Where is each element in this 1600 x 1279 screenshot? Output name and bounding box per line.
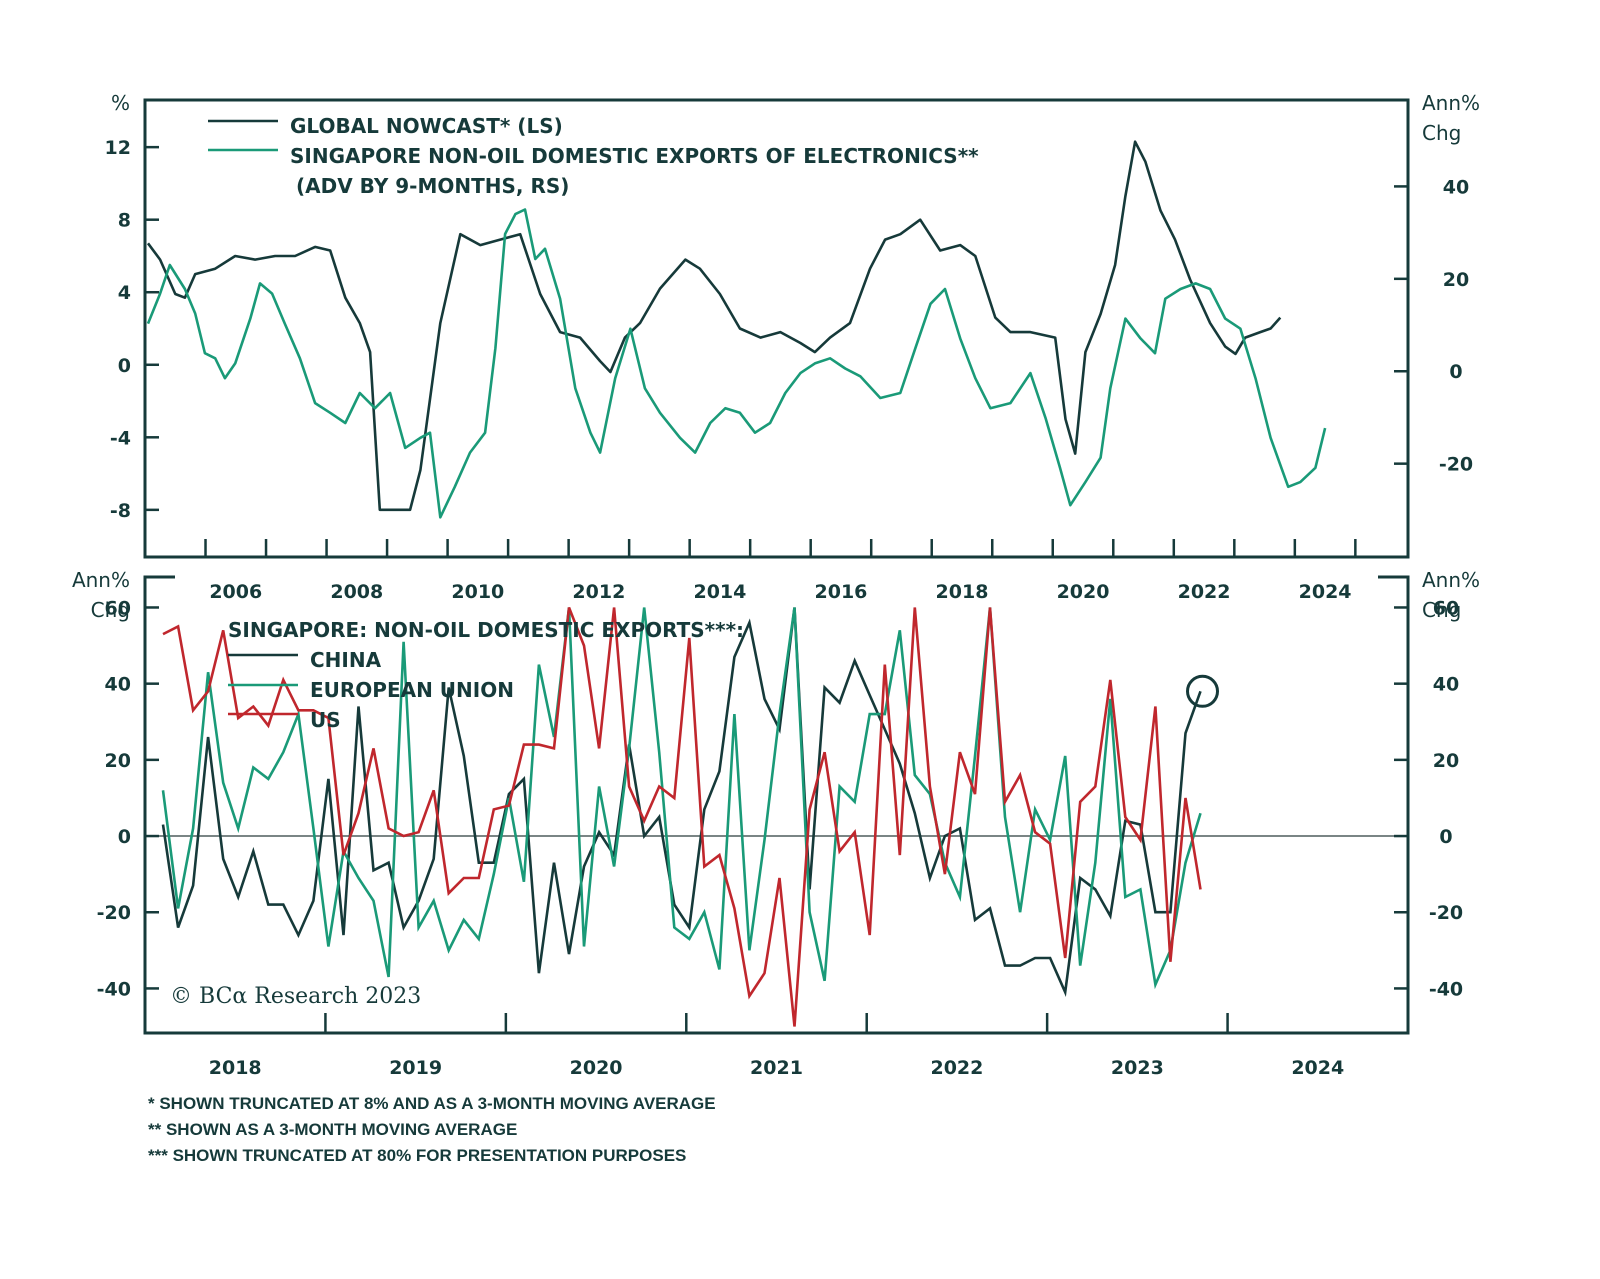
bottom-left-tick-label: -40: [97, 978, 131, 1000]
top-right-tick-label: 20: [1443, 269, 1469, 291]
bottom-series-lines: [161, 607, 1202, 1027]
bottom-right-axis-unit-line1: Ann%: [1422, 568, 1480, 592]
top-left-axis-unit: %: [111, 91, 130, 115]
top-x-tick-label: 2014: [693, 581, 746, 603]
top-right-axis-unit-line1: Ann%: [1422, 91, 1480, 115]
bottom-x-tick-label: 2019: [389, 1057, 442, 1079]
top-panel: -8 -4 0 4 8 12 -20 0 20 40 2006 2008 2010 2012 2014 201…: [105, 91, 1481, 603]
bottom-right-tick-label: 60: [1433, 597, 1459, 619]
top-x-tick-label: 2012: [572, 581, 625, 603]
footnote-1: * SHOWN TRUNCATED AT 8% AND AS A 3-MONTH…: [148, 1094, 716, 1113]
top-plot-frame: [143, 98, 1410, 559]
top-right-axis-unit-line2: Chg: [1422, 121, 1461, 145]
bottom-x-tick-label: 2022: [930, 1057, 983, 1079]
series-line-nowcast: [146, 140, 1282, 512]
legend-label-us: US: [310, 708, 341, 732]
bottom-left-tick-label: 20: [105, 750, 131, 772]
bottom-right-tick-label: 20: [1433, 750, 1459, 772]
top-x-tick-label: 2010: [451, 581, 504, 603]
top-x-tick-label: 2022: [1178, 581, 1231, 603]
legend-label-singapore: SINGAPORE NON-OIL DOMESTIC EXPORTS OF EL…: [290, 144, 979, 168]
bottom-frame-path: [143, 575, 1410, 1035]
bottom-x-tick-label: 2018: [209, 1057, 262, 1079]
footnote-2: ** SHOWN AS A 3-MONTH MOVING AVERAGE: [148, 1120, 518, 1139]
top-left-tick-label: 4: [118, 282, 131, 304]
top-x-tick-label: 2008: [330, 581, 383, 603]
top-right-tick-label: 0: [1449, 361, 1462, 383]
top-x-tick-label: 2024: [1299, 581, 1352, 603]
bottom-left-tick-label: 60: [105, 597, 131, 619]
legend-label-china: CHINA: [310, 648, 382, 672]
top-left-tick-label: 12: [105, 137, 131, 159]
series-line-us: [162, 607, 1202, 1027]
top-right-tick-label: 40: [1443, 176, 1469, 198]
bottom-left-axis-unit-line2: Chg: [91, 598, 130, 622]
bottom-right-tick-label: 40: [1433, 674, 1459, 696]
bottom-left-tick-label: -20: [97, 902, 131, 924]
bottom-x-tick-label: 2020: [570, 1057, 623, 1079]
footnote-3: *** SHOWN TRUNCATED AT 80% FOR PRESENTAT…: [148, 1146, 687, 1165]
top-left-tick-label: 0: [118, 355, 131, 377]
bottom-right-tick-label: -20: [1429, 902, 1463, 924]
series-line-singapore: [146, 208, 1327, 519]
top-axis-ticks: -8 -4 0 4 8 12 -20 0 20 40 2006 2008 2010 2012 2014 201…: [105, 137, 1474, 603]
copyright-label: © BCα Research 2023: [170, 984, 421, 1009]
series-line-china: [161, 607, 1202, 997]
bottom-x-tick-label: 2021: [750, 1057, 803, 1079]
bottom-left-axis-unit-line1: Ann%: [72, 568, 130, 592]
top-left-tick-label: -8: [110, 500, 131, 522]
bottom-left-tick-label: 0: [118, 826, 131, 848]
top-left-tick-label: -4: [110, 427, 131, 449]
bottom-right-tick-label: 0: [1439, 826, 1452, 848]
legend-label-nowcast: GLOBAL NOWCAST* (LS): [290, 114, 563, 138]
top-x-tick-label: 2006: [209, 581, 262, 603]
legend-label-eu: EUROPEAN UNION: [310, 678, 514, 702]
top-right-tick-label: -20: [1439, 454, 1473, 476]
bottom-right-axis-unit-line2: Chg: [1422, 598, 1461, 622]
bottom-left-tick-label: 40: [105, 674, 131, 696]
latest-china-annotation-circle: [1186, 674, 1220, 708]
bottom-plot-frame: [145, 577, 1408, 1033]
top-x-tick-label: 2016: [815, 581, 868, 603]
top-series-lines: [146, 140, 1327, 519]
legend-label-singapore-note: (ADV BY 9-MONTHS, RS): [296, 174, 569, 198]
top-x-tick-label: 2020: [1057, 581, 1110, 603]
bottom-panel-title: SINGAPORE: NON-OIL DOMESTIC EXPORTS***:: [228, 618, 744, 642]
bottom-right-tick-label: -40: [1429, 978, 1463, 1000]
top-left-tick-label: 8: [118, 210, 131, 232]
bottom-x-tick-label: 2023: [1111, 1057, 1164, 1079]
top-x-tick-label: 2018: [936, 581, 989, 603]
bottom-x-tick-label: 2024: [1291, 1057, 1344, 1079]
series-line-eu: [161, 607, 1202, 990]
